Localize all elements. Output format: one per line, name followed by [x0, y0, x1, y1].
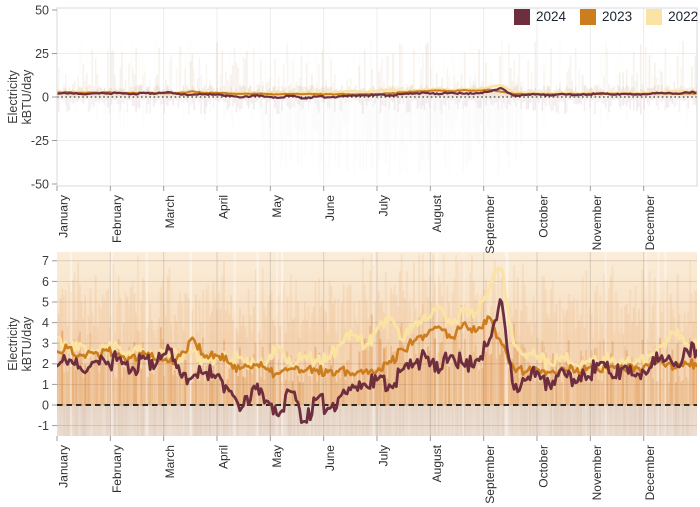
month-label-april: April	[217, 445, 231, 469]
y-tick-label: 2	[42, 357, 49, 371]
month-label-october: October	[537, 195, 551, 238]
legend-entry-2022: 2022	[646, 9, 698, 25]
month-label-may: May	[270, 445, 284, 468]
y-tick-label: -25	[31, 134, 49, 148]
month-label-august: August	[430, 194, 444, 232]
y-tick-label: 7	[42, 254, 49, 268]
y-tick-label: -1	[38, 419, 49, 433]
month-label-january: January	[57, 445, 71, 488]
month-label-february: February	[110, 195, 124, 243]
y-tick-label: 4	[42, 316, 49, 330]
month-label-august: August	[430, 444, 444, 482]
y-axis-title: kBTU/day	[20, 316, 34, 372]
legend-swatch-2023	[580, 9, 597, 25]
legend-swatch-2022	[646, 9, 663, 25]
y-tick-label: 25	[35, 47, 49, 61]
month-label-october: October	[537, 445, 551, 488]
detail-line-2023	[57, 315, 697, 379]
month-label-june: June	[323, 445, 337, 471]
legend: 2024 2023 2022	[514, 8, 698, 26]
month-label-february: February	[110, 445, 124, 493]
legend-entry-2024: 2024	[514, 9, 566, 25]
y-tick-label: 1	[42, 378, 49, 392]
month-label-june: June	[323, 195, 337, 221]
month-label-december: December	[643, 445, 657, 500]
month-label-november: November	[590, 445, 604, 500]
month-label-july: July	[377, 445, 391, 466]
y-axis-title: Electricity	[6, 70, 20, 124]
legend-label-2023: 2023	[602, 9, 633, 24]
month-label-september: September	[483, 195, 497, 254]
y-tick-label: 50	[35, 3, 49, 17]
y-tick-label: 0	[42, 398, 49, 412]
legend-entry-2023: 2023	[580, 9, 632, 25]
y-axis-title: Electricity	[6, 317, 20, 371]
overview-line-2024	[57, 87, 697, 100]
detail-plot-area	[57, 252, 697, 436]
month-label-january: January	[57, 195, 71, 238]
month-label-december: December	[643, 195, 657, 250]
legend-swatch-2024	[514, 9, 530, 25]
y-tick-label: -50	[31, 177, 49, 191]
month-label-march: March	[163, 195, 177, 228]
legend-label-2024: 2024	[536, 9, 567, 24]
detail-line-2022	[57, 266, 697, 372]
month-label-april: April	[217, 195, 231, 219]
overview-plot-area	[57, 8, 697, 186]
y-axis-title: kBTU/day	[20, 69, 34, 125]
y-tick-label: 6	[42, 275, 49, 289]
month-label-november: November	[590, 195, 604, 250]
y-tick-label: 3	[42, 337, 49, 351]
y-tick-label: 5	[42, 295, 49, 309]
month-label-september: September	[483, 445, 497, 504]
detail-line-2024	[57, 298, 697, 424]
month-label-july: July	[377, 195, 391, 216]
month-label-may: May	[270, 195, 284, 218]
legend-label-2022: 2022	[668, 9, 699, 24]
y-tick-label: 0	[42, 90, 49, 104]
month-label-march: March	[163, 445, 177, 478]
